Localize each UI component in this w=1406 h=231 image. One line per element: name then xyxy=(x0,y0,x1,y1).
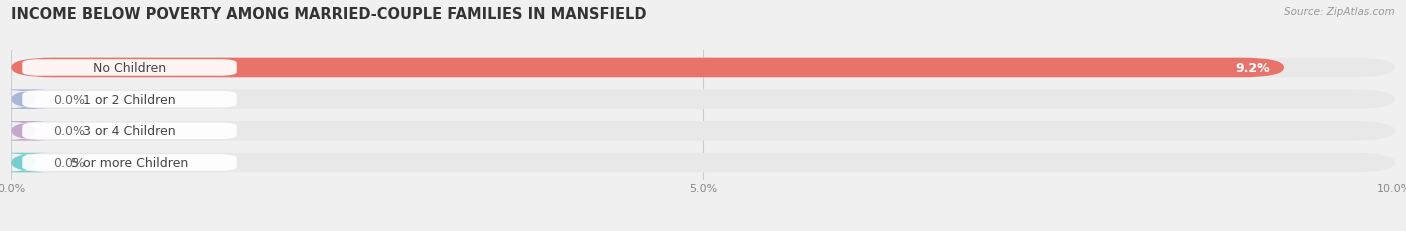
FancyBboxPatch shape xyxy=(11,58,1395,78)
FancyBboxPatch shape xyxy=(22,155,236,171)
FancyBboxPatch shape xyxy=(22,123,236,140)
FancyBboxPatch shape xyxy=(11,122,1395,141)
Text: 1 or 2 Children: 1 or 2 Children xyxy=(83,93,176,106)
FancyBboxPatch shape xyxy=(0,122,55,141)
Text: 0.0%: 0.0% xyxy=(53,93,84,106)
FancyBboxPatch shape xyxy=(11,90,1395,109)
FancyBboxPatch shape xyxy=(22,60,236,76)
FancyBboxPatch shape xyxy=(11,153,1395,173)
FancyBboxPatch shape xyxy=(0,90,55,109)
FancyBboxPatch shape xyxy=(22,91,236,108)
FancyBboxPatch shape xyxy=(11,58,1284,78)
Text: 9.2%: 9.2% xyxy=(1236,62,1270,75)
Text: INCOME BELOW POVERTY AMONG MARRIED-COUPLE FAMILIES IN MANSFIELD: INCOME BELOW POVERTY AMONG MARRIED-COUPL… xyxy=(11,7,647,22)
Text: 3 or 4 Children: 3 or 4 Children xyxy=(83,125,176,138)
Text: 0.0%: 0.0% xyxy=(53,156,84,169)
Text: 0.0%: 0.0% xyxy=(53,125,84,138)
Text: No Children: No Children xyxy=(93,62,166,75)
Text: Source: ZipAtlas.com: Source: ZipAtlas.com xyxy=(1284,7,1395,17)
FancyBboxPatch shape xyxy=(0,153,55,173)
Text: 5 or more Children: 5 or more Children xyxy=(70,156,188,169)
